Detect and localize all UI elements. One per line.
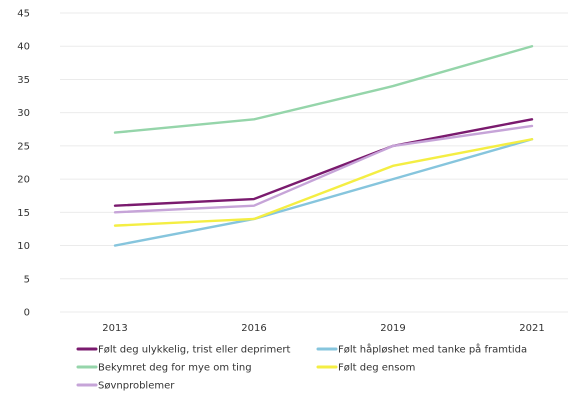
y-tick-label: 40 xyxy=(17,42,30,53)
y-tick-label: 35 xyxy=(17,75,30,86)
x-tick-label: 2013 xyxy=(102,323,127,334)
series-line-3 xyxy=(113,45,534,134)
legend-label: Følt håpløshet med tanke på framtida xyxy=(338,343,527,356)
legend-label: Bekymret deg for mye om ting xyxy=(98,363,252,374)
series-line-4 xyxy=(113,138,534,227)
y-tick-label: 20 xyxy=(17,175,30,186)
series-lines xyxy=(113,45,534,247)
legend: Følt deg ulykkelig, trist eller deprimer… xyxy=(76,343,527,392)
y-axis-ticks: 0 5 10 15 20 25 30 35 40 45 xyxy=(17,9,30,319)
legend-label: Følt deg ulykkelig, trist eller deprimer… xyxy=(98,345,290,356)
series-line-1 xyxy=(113,118,534,207)
x-tick-label: 2019 xyxy=(380,323,405,334)
y-tick-label: 5 xyxy=(24,274,30,285)
y-tick-label: 25 xyxy=(17,141,30,152)
y-tick-label: 10 xyxy=(17,241,30,252)
series-line-5 xyxy=(113,124,534,214)
y-tick-label: 15 xyxy=(17,208,30,219)
legend-label: Følt deg ensom xyxy=(338,363,415,374)
x-tick-label: 2021 xyxy=(519,323,544,334)
y-tick-label: 0 xyxy=(24,308,30,319)
y-tick-label: 30 xyxy=(17,108,30,119)
x-axis-ticks: 2013 2016 2019 2021 xyxy=(102,323,544,334)
x-tick-label: 2016 xyxy=(241,323,266,334)
y-tick-label: 45 xyxy=(17,9,30,20)
legend-label: Søvnproblemer xyxy=(98,381,175,392)
series-line-2 xyxy=(113,138,534,247)
